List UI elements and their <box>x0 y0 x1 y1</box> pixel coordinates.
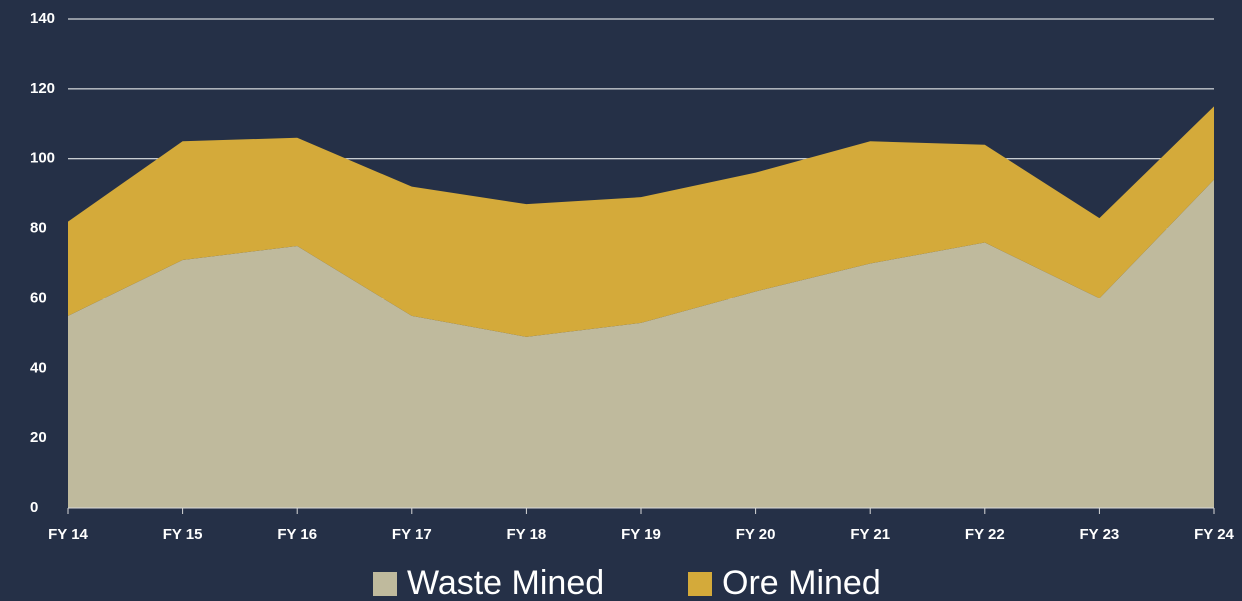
legend-swatch <box>373 572 397 596</box>
legend-text: Ore Mined <box>722 564 881 601</box>
area <box>68 179 1214 508</box>
x-tick-label: FY 16 <box>277 526 317 543</box>
y-tick-label: 80 <box>30 220 47 237</box>
x-tick-label: FY 18 <box>507 526 547 543</box>
x-tick-label: FY 21 <box>850 526 890 543</box>
area <box>68 106 1214 337</box>
x-tick-label: FY 23 <box>1080 526 1120 543</box>
y-tick-label: 100 <box>30 150 55 167</box>
y-tick-label: 0 <box>30 499 38 516</box>
x-tick-label: FY 19 <box>621 526 661 543</box>
legend-swatch <box>688 572 712 596</box>
x-tick-label: FY 20 <box>736 526 776 543</box>
x-tick-label: FY 15 <box>163 526 203 543</box>
legend-text: Waste Mined <box>407 564 604 601</box>
y-tick-label: 20 <box>30 429 47 446</box>
y-tick-label: 140 <box>30 10 55 27</box>
y-tick-label: 40 <box>30 359 47 376</box>
y-tick-label: 60 <box>30 289 47 306</box>
x-tick-label: FY 14 <box>48 526 88 543</box>
x-tick-label: FY 24 <box>1194 526 1234 543</box>
x-tick-label: FY 22 <box>965 526 1005 543</box>
y-tick-label: 120 <box>30 80 55 97</box>
x-tick-label: FY 17 <box>392 526 432 543</box>
